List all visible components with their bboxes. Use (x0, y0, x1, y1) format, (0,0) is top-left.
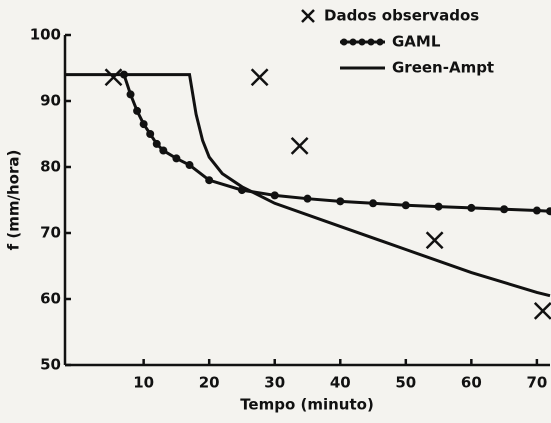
y-tick-label: 50 (40, 356, 61, 374)
y-tick-label: 60 (40, 290, 61, 308)
point (152, 139, 161, 148)
legend-dot (376, 38, 384, 46)
point (532, 206, 541, 215)
point (434, 202, 443, 211)
legend-dot (340, 38, 348, 46)
x-marker (301, 9, 315, 23)
legend-label: Green-Ampt (392, 59, 494, 77)
series-line (65, 73, 551, 298)
legend-label: Dados observados (324, 7, 479, 25)
point (546, 207, 551, 216)
point (172, 154, 181, 163)
point (205, 176, 214, 185)
point (401, 201, 410, 210)
point (467, 203, 476, 212)
x-tick-label: 70 (526, 374, 547, 392)
x-tick-label: 50 (395, 374, 416, 392)
point (139, 120, 148, 129)
legend-label: GAML (392, 33, 441, 51)
y-tick-label: 70 (40, 224, 61, 242)
x-axis-title: Tempo (minuto) (240, 396, 374, 414)
point (185, 161, 194, 170)
x-marker (290, 136, 309, 155)
point (369, 199, 378, 208)
x-marker (533, 301, 551, 320)
point (336, 197, 345, 206)
point (159, 146, 168, 155)
x-marker (104, 68, 123, 87)
legend-dot (367, 38, 375, 46)
point (146, 130, 155, 138)
point (303, 194, 312, 203)
y-tick-label: 80 (40, 158, 61, 176)
y-axis-title: f (mm/hora) (5, 150, 23, 251)
y-tick-label: 90 (40, 92, 61, 110)
point (126, 90, 135, 99)
point (500, 205, 509, 214)
y-tick-label: 100 (30, 26, 61, 44)
x-tick-label: 60 (461, 374, 482, 392)
series-line (122, 74, 551, 213)
x-marker (425, 231, 444, 250)
x-tick-label: 40 (330, 374, 351, 392)
point (270, 191, 279, 200)
point (133, 106, 142, 115)
x-marker (250, 68, 269, 87)
x-tick-label: 20 (199, 374, 220, 392)
legend-dot (349, 38, 357, 46)
legend-dot (358, 38, 366, 46)
x-tick-label: 10 (133, 374, 154, 392)
x-tick-label: 30 (264, 374, 285, 392)
